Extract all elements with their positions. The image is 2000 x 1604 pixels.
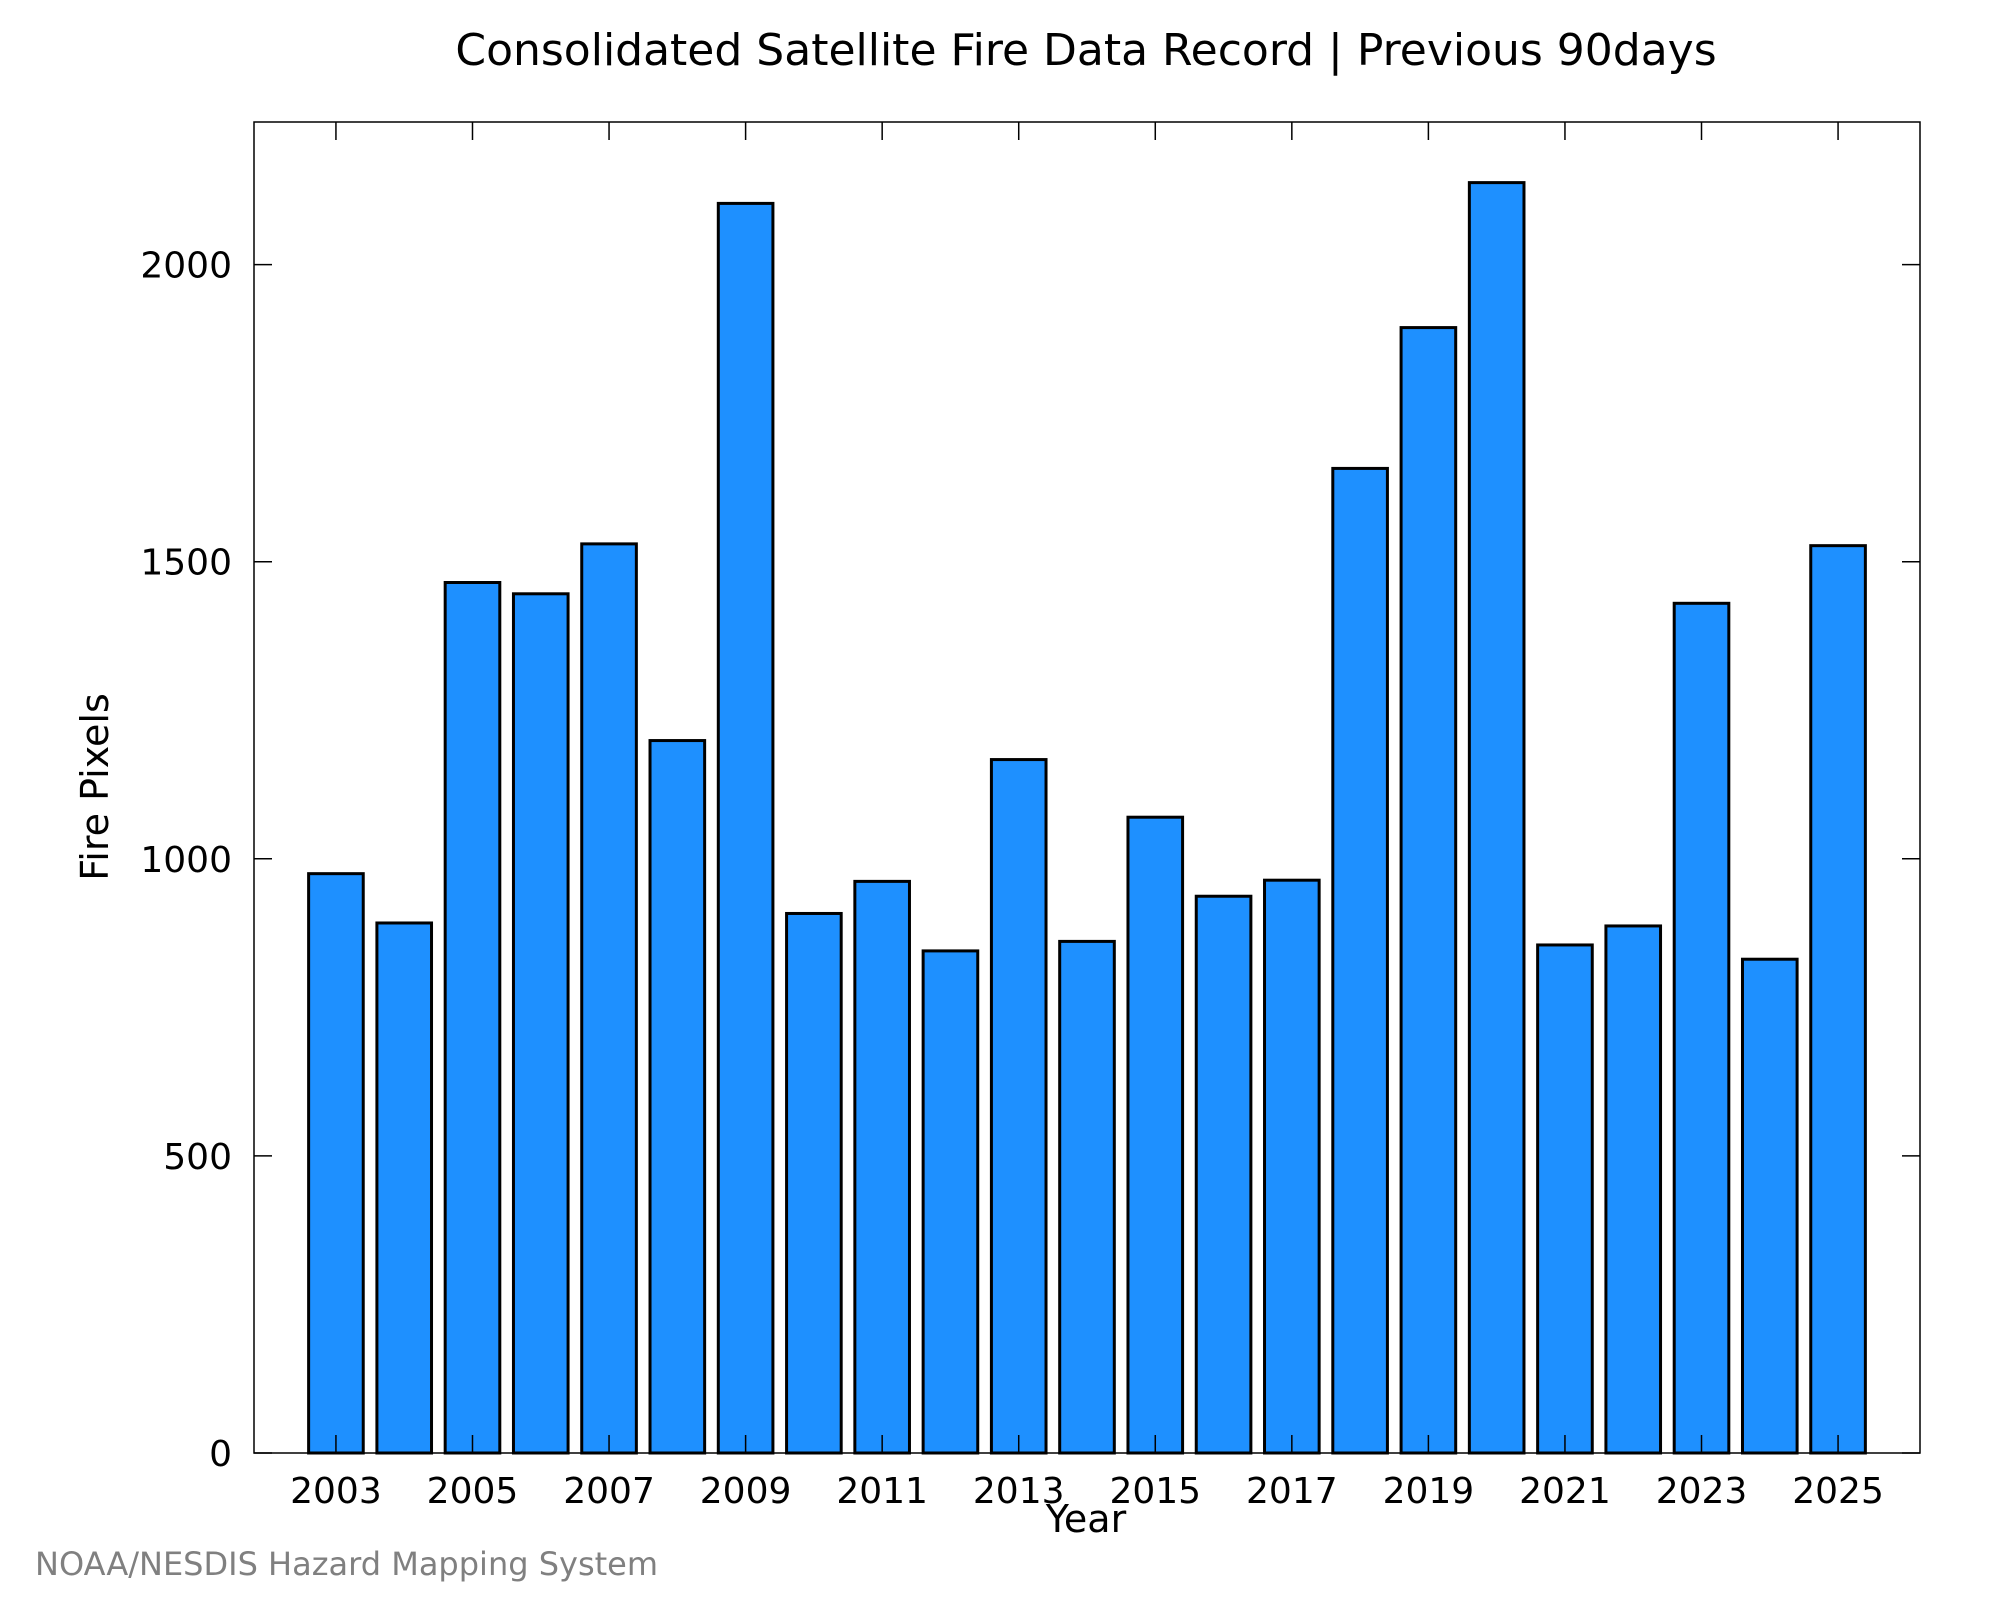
- x-tick-label: 2023: [1656, 1471, 1748, 1512]
- footer-credit: NOAA/NESDIS Hazard Mapping System: [35, 1545, 658, 1583]
- bar-2025: [1809, 544, 1867, 1455]
- bar-2020: [1467, 181, 1526, 1455]
- bar-2009: [716, 201, 775, 1455]
- bar-2010: [785, 911, 843, 1455]
- x-tick-label: 2025: [1792, 1471, 1884, 1512]
- bar-2008: [648, 739, 707, 1455]
- bar-2015: [1126, 815, 1185, 1455]
- bar-2018: [1331, 466, 1389, 1455]
- plot-frame: [253, 121, 1921, 1454]
- bar-2014: [1058, 939, 1116, 1455]
- bar-2007: [580, 542, 638, 1455]
- bar-2012: [921, 949, 980, 1455]
- ticks-layer: 0 500 1000 1500 2000 2003 2005 2007 2009 2011 2013…: [140, 122, 1920, 1512]
- x-tick-label: 2013: [973, 1471, 1065, 1512]
- bar-2005: [443, 581, 502, 1455]
- y-tick-label: 2000: [140, 246, 232, 287]
- x-tick-label: 2019: [1383, 1471, 1475, 1512]
- x-tick-label: 2005: [427, 1471, 519, 1512]
- y-tick-label: 0: [209, 1434, 232, 1475]
- bar-2006: [511, 592, 570, 1455]
- bars-layer: [307, 181, 1867, 1455]
- bar-2024: [1740, 957, 1799, 1455]
- y-tick-label: 1000: [140, 840, 232, 881]
- bar-2004: [375, 921, 434, 1455]
- x-axis-label: Year: [1045, 1497, 1127, 1541]
- bar-2021: [1536, 943, 1594, 1455]
- bar-2017: [1263, 878, 1321, 1455]
- bar-2011: [853, 879, 911, 1455]
- bar-2013: [989, 758, 1048, 1455]
- chart-title: Consolidated Satellite Fire Data Record …: [455, 25, 1716, 76]
- y-tick-label: 1500: [140, 543, 232, 584]
- y-axis-label: Fire Pixels: [73, 693, 117, 881]
- bar-2016: [1194, 894, 1253, 1455]
- x-tick-label: 2003: [290, 1471, 382, 1512]
- x-tick-label: 2009: [700, 1471, 792, 1512]
- x-tick-label: 2015: [1109, 1471, 1201, 1512]
- x-tick-label: 2011: [836, 1471, 928, 1512]
- x-tick-label: 2007: [563, 1471, 655, 1512]
- y-tick-label: 500: [163, 1137, 232, 1178]
- bar-2023: [1672, 601, 1731, 1455]
- bar-2019: [1399, 326, 1458, 1455]
- bar-2003: [307, 872, 365, 1455]
- x-tick-label: 2017: [1246, 1471, 1338, 1512]
- bar-2022: [1604, 924, 1663, 1455]
- x-tick-label: 2021: [1519, 1471, 1611, 1512]
